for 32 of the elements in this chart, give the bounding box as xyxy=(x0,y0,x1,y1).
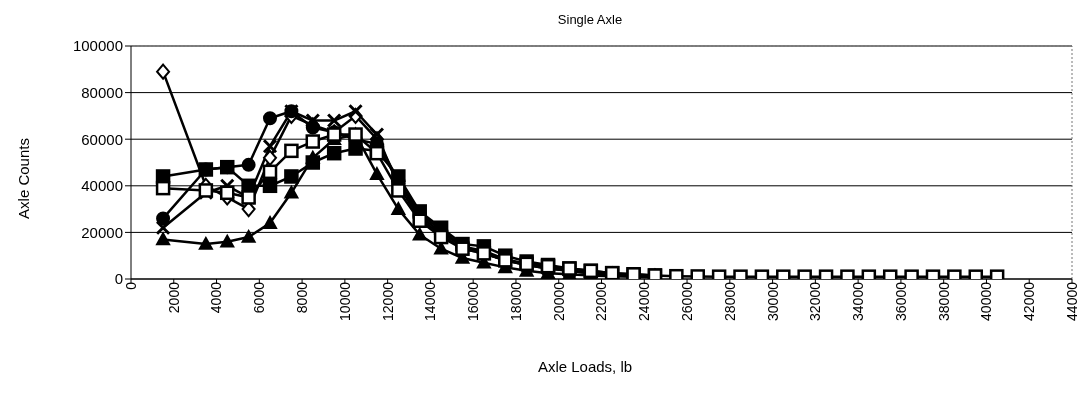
x-tick-label: 2000 xyxy=(165,281,182,314)
y-tick-label: 40000 xyxy=(81,177,123,195)
x-tick-label: 8000 xyxy=(294,281,311,314)
x-tick-label: 22000 xyxy=(593,281,610,321)
x-tick-label: 32000 xyxy=(807,281,824,321)
x-tick-label: 6000 xyxy=(251,281,268,314)
x-tick-label: 16000 xyxy=(465,281,482,321)
x-tick-label: 36000 xyxy=(892,281,909,321)
x-tick-label: 10000 xyxy=(336,281,353,321)
y-tick-label: 20000 xyxy=(81,223,123,241)
x-tick-label: 12000 xyxy=(379,281,396,321)
y-tick-label: 0 xyxy=(114,270,123,288)
x-tick-label: 26000 xyxy=(678,281,695,321)
x-tick-label: 4000 xyxy=(208,281,225,314)
y-tick-label: 80000 xyxy=(81,83,123,101)
x-tick-label: 30000 xyxy=(764,281,781,321)
x-tick-label: 38000 xyxy=(935,281,952,321)
y-tick-label: 100000 xyxy=(72,37,123,55)
x-tick-label: 44000 xyxy=(1063,281,1080,321)
x-tick-label: 28000 xyxy=(721,281,738,321)
x-tick-label: 42000 xyxy=(1021,281,1038,321)
x-tick-label: 24000 xyxy=(636,281,653,321)
x-tick-label: 0 xyxy=(122,281,139,290)
x-tick-label: 14000 xyxy=(422,281,439,321)
chart-title: Single Axle xyxy=(556,11,624,29)
y-axis-title: Axle Counts xyxy=(14,137,32,219)
x-tick-label: 18000 xyxy=(507,281,524,321)
y-tick-label: 60000 xyxy=(81,130,123,148)
x-tick-label: 40000 xyxy=(978,281,995,321)
x-tick-label: 20000 xyxy=(550,281,567,321)
x-tick-label: 34000 xyxy=(850,281,867,321)
x-axis-title: Axle Loads, lb xyxy=(536,358,634,375)
